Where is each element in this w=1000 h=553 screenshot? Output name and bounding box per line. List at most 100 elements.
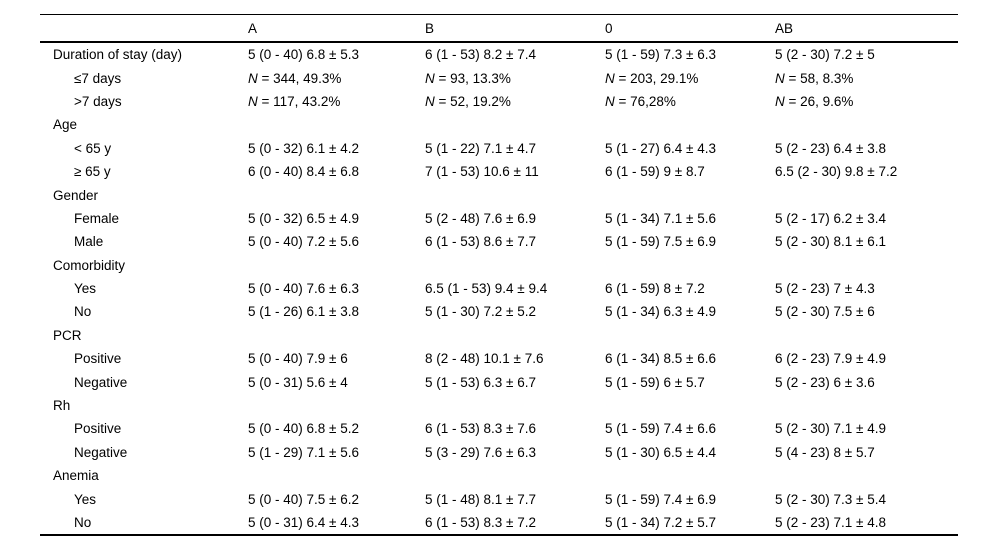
table-cell-a <box>248 394 425 417</box>
section-row: Age <box>40 113 958 136</box>
row-label: ≤7 days <box>74 70 122 86</box>
table-cell-ab: N = 26, 9.6% <box>775 93 854 109</box>
table-row: Positive 5 (0 - 40) 6.8 ± 5.2 6 (1 - 53) 8… <box>40 417 958 440</box>
header-cell-0: 0 <box>605 14 775 43</box>
table-cell-ab <box>775 324 958 347</box>
table-cell-ab: 5 (2 - 23) 6.4 ± 3.8 <box>775 140 886 156</box>
table-cell-b: 5 (2 - 48) 7.6 ± 6.9 <box>425 210 536 226</box>
table-cell-0 <box>605 394 775 417</box>
blood-group-duration-table: A B 0 AB Duration of stay (day) 5 (0 - 40… <box>40 14 958 537</box>
table-cell-0: 5 (1 - 59) 7.4 ± 6.9 <box>605 491 716 507</box>
table-cell-b: 8 (2 - 48) 10.1 ± 7.6 <box>425 351 544 367</box>
table-cell-ab <box>775 113 958 136</box>
table-cell-ab: 6 (2 - 23) 7.9 ± 4.9 <box>775 351 886 367</box>
table-cell-ab: 5 (2 - 23) 6 ± 3.6 <box>775 374 875 390</box>
table-cell-ab: 6.5 (2 - 30) 9.8 ± 7.2 <box>775 164 898 180</box>
section-row: Comorbidity <box>40 254 958 277</box>
table-cell-a: 5 (0 - 31) 5.6 ± 4 <box>248 374 348 390</box>
table-cell-a: 5 (1 - 26) 6.1 ± 3.8 <box>248 304 359 320</box>
header-cell-b: B <box>425 14 605 43</box>
table-row: Yes 5 (0 - 40) 7.5 ± 6.2 5 (1 - 48) 8.1 ± … <box>40 487 958 510</box>
table-cell-0: 6 (1 - 59) 8 ± 7.2 <box>605 281 705 297</box>
table-cell-b: N = 52, 19.2% <box>425 93 511 109</box>
table-cell-a: 5 (0 - 40) 7.9 ± 6 <box>248 351 348 367</box>
header-cell-a: A <box>248 14 425 43</box>
section-label: Comorbidity <box>53 257 126 273</box>
table-cell-0: N = 203, 29.1% <box>605 70 699 86</box>
table-cell-ab: N = 58, 8.3% <box>775 70 854 86</box>
table-cell-a <box>248 464 425 487</box>
table-cell-0: N = 76,28% <box>605 93 676 109</box>
row-label: Female <box>74 210 120 226</box>
table-cell-0: 5 (1 - 30) 6.5 ± 4.4 <box>605 444 716 460</box>
table-cell-b: 6 (1 - 53) 8.3 ± 7.2 <box>425 515 536 530</box>
table-cell-a: 5 (0 - 40) 7.2 ± 5.6 <box>248 234 359 250</box>
row-label: Yes <box>74 491 97 507</box>
table-header: A B 0 AB <box>40 14 958 43</box>
table-row: Positive 5 (0 - 40) 7.9 ± 6 8 (2 - 48) 10.… <box>40 347 958 370</box>
table-row: Negative 5 (1 - 29) 7.1 ± 5.6 5 (3 - 29) 7… <box>40 441 958 464</box>
table-cell-ab: 5 (2 - 23) 7.1 ± 4.8 <box>775 515 886 530</box>
table-cell-a: 5 (0 - 40) 7.5 ± 6.2 <box>248 491 359 507</box>
table-cell-b <box>425 254 605 277</box>
table-cell-0: 5 (1 - 59) 7.5 ± 6.9 <box>605 234 716 250</box>
row-label: Positive <box>74 421 122 437</box>
section-label: Gender <box>53 187 99 203</box>
row-label: No <box>74 304 92 320</box>
row-label: Negative <box>74 374 128 390</box>
row-label: Positive <box>74 351 122 367</box>
table-cell-b <box>425 183 605 206</box>
table-cell-0: 5 (1 - 34) 6.3 ± 4.9 <box>605 304 716 320</box>
table-cell-a <box>248 113 425 136</box>
table-cell-a <box>248 254 425 277</box>
row-label: Negative <box>74 444 128 460</box>
table-cell-a: 5 (0 - 31) 6.4 ± 4.3 <box>248 515 359 530</box>
table-body: Duration of stay (day) 5 (0 - 40) 6.8 ± 5… <box>40 42 958 535</box>
table-cell-a <box>248 183 425 206</box>
table-cell-ab <box>775 183 958 206</box>
section-row: PCR <box>40 324 958 347</box>
table-cell-ab: 5 (2 - 30) 7.3 ± 5.4 <box>775 491 886 507</box>
table-cell-a: 5 (0 - 32) 6.1 ± 4.2 <box>248 140 359 156</box>
table-cell-ab: 5 (2 - 30) 7.2 ± 5 <box>775 47 875 63</box>
table-cell-b <box>425 113 605 136</box>
table-cell-b: 5 (3 - 29) 7.6 ± 6.3 <box>425 444 536 460</box>
table-cell-0: 5 (1 - 27) 6.4 ± 4.3 <box>605 140 716 156</box>
table-row: Female 5 (0 - 32) 6.5 ± 4.9 5 (2 - 48) 7.6… <box>40 207 958 230</box>
table-cell-0: 5 (1 - 34) 7.1 ± 5.6 <box>605 210 716 226</box>
table-row: >7 days N = 117, 43.2% N = 52, 19.2% N = 76… <box>40 90 958 113</box>
table-row: Duration of stay (day) 5 (0 - 40) 6.8 ± 5… <box>40 42 958 66</box>
paper-stats-table: A B 0 AB Duration of stay (day) 5 (0 - 40… <box>40 14 958 537</box>
table-cell-ab: 5 (2 - 17) 6.2 ± 3.4 <box>775 210 886 226</box>
table-cell-0 <box>605 324 775 347</box>
table-cell-0: 5 (1 - 34) 7.2 ± 5.7 <box>605 515 716 530</box>
table-cell-ab: 5 (2 - 23) 7 ± 4.3 <box>775 281 875 297</box>
table-cell-ab <box>775 464 958 487</box>
table-cell-a: 5 (0 - 40) 6.8 ± 5.2 <box>248 421 359 437</box>
row-label: < 65 y <box>74 140 112 156</box>
row-label: Male <box>74 234 104 250</box>
row-label: ≥ 65 y <box>74 164 111 180</box>
table-cell-b: 5 (1 - 30) 7.2 ± 5.2 <box>425 304 536 320</box>
table-cell-ab <box>775 394 958 417</box>
table-cell-0 <box>605 464 775 487</box>
section-label: Age <box>53 117 78 133</box>
table-row: Male 5 (0 - 40) 7.2 ± 5.6 6 (1 - 53) 8.6 ±… <box>40 230 958 253</box>
header-cell-label <box>40 14 248 43</box>
table-cell-b: 6 (1 - 53) 8.2 ± 7.4 <box>425 47 536 63</box>
table-cell-0: 5 (1 - 59) 6 ± 5.7 <box>605 374 705 390</box>
table-cell-b: 7 (1 - 53) 10.6 ± 11 <box>425 164 539 180</box>
table-cell-ab: 5 (2 - 30) 7.1 ± 4.9 <box>775 421 886 437</box>
table-row: Yes 5 (0 - 40) 7.6 ± 6.3 6.5 (1 - 53) 9.4 … <box>40 277 958 300</box>
table-cell-ab: 5 (4 - 23) 8 ± 5.7 <box>775 444 875 460</box>
section-label: Rh <box>53 398 71 414</box>
header-cell-ab: AB <box>775 14 958 43</box>
section-row: Rh <box>40 394 958 417</box>
table-cell-b: 6 (1 - 53) 8.6 ± 7.7 <box>425 234 536 250</box>
row-label: >7 days <box>74 93 122 109</box>
table-cell-b: 5 (1 - 22) 7.1 ± 4.7 <box>425 140 536 156</box>
table-cell-0: 5 (1 - 59) 7.3 ± 6.3 <box>605 47 716 63</box>
table-cell-a: 5 (1 - 29) 7.1 ± 5.6 <box>248 444 359 460</box>
table-row: ≤7 days N = 344, 49.3% N = 93, 13.3% N = 20… <box>40 66 958 89</box>
table-cell-0 <box>605 254 775 277</box>
